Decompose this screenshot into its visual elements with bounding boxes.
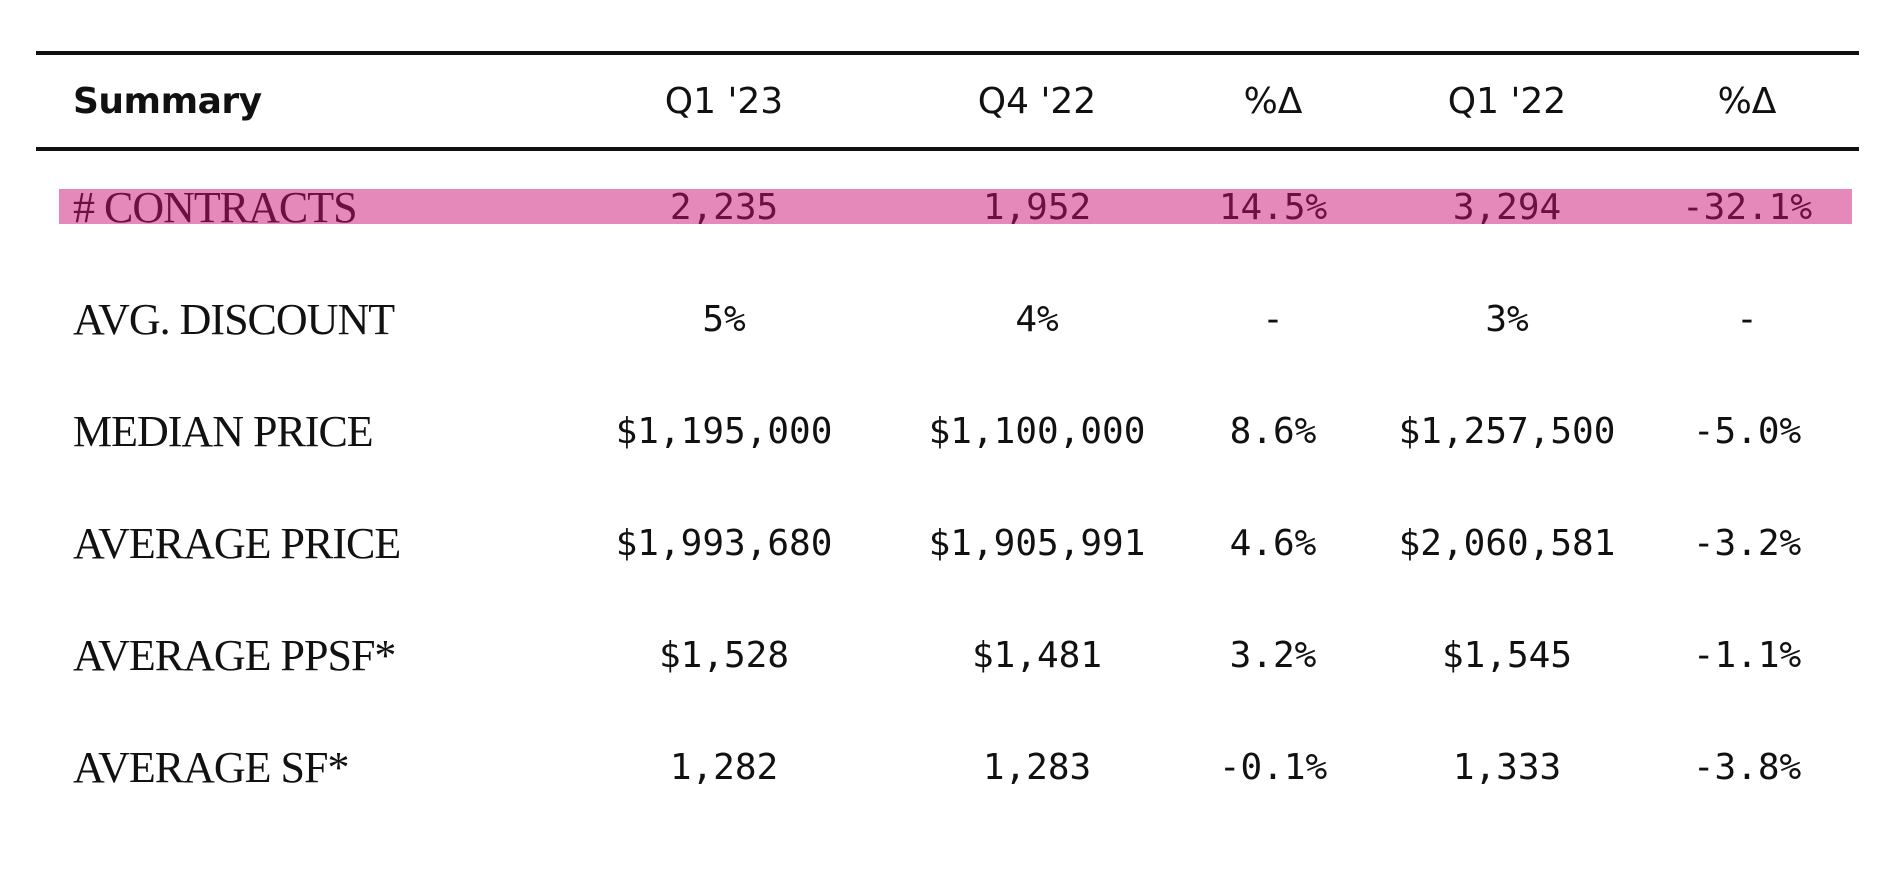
row-label: AVG. DISCOUNT [73, 294, 395, 344]
table-row-avg-discount: AVG. DISCOUNT 5% 4% - 3% - [36, 263, 1859, 375]
cell-q1-22: $1,545 [1441, 634, 1573, 676]
cell-q4-22: 1,283 [982, 746, 1092, 788]
cell-q1-22: $1,257,500 [1398, 410, 1616, 452]
header-summary: Summary [73, 80, 262, 122]
cell-q4-22: 4% [1015, 298, 1059, 340]
cell-pct-change-yoy: -1.1% [1692, 634, 1802, 676]
cell-q1-22: 3% [1485, 298, 1529, 340]
table-row-average-price: AVERAGE PRICE $1,993,680 $1,905,991 4.6%… [36, 487, 1859, 599]
cell-pct-change-yoy: -3.8% [1692, 746, 1802, 788]
cell-q1-23: 2,235 [669, 186, 779, 228]
cell-q1-23: 1,282 [669, 746, 779, 788]
row-label: # CONTRACTS [73, 182, 358, 232]
cell-q1-22: $2,060,581 [1398, 522, 1616, 564]
cell-q1-22: 1,333 [1452, 746, 1562, 788]
row-label: MEDIAN PRICE [73, 406, 374, 456]
cell-q1-23: $1,993,680 [615, 522, 833, 564]
table-row-median-price: MEDIAN PRICE $1,195,000 $1,100,000 8.6% … [36, 375, 1859, 487]
cell-q4-22: $1,100,000 [928, 410, 1146, 452]
cell-q4-22: $1,905,991 [928, 522, 1146, 564]
cell-pct-change-yoy: -5.0% [1692, 410, 1802, 452]
row-label: AVERAGE PRICE [73, 518, 401, 568]
row-highlight-band [59, 189, 1852, 224]
cell-q4-22: 1,952 [982, 186, 1092, 228]
summary-table: Summary Q1 '23 Q4 '22 %Δ Q1 '22 %Δ # CON… [36, 51, 1859, 823]
table-row-average-sf: AVERAGE SF* 1,282 1,283 -0.1% 1,333 -3.8… [36, 711, 1859, 823]
header-q1-23: Q1 '23 [664, 80, 784, 122]
cell-q1-22: 3,294 [1452, 186, 1562, 228]
header-q1-22: Q1 '22 [1447, 80, 1567, 122]
cell-pct-change-yoy: -32.1% [1681, 186, 1813, 228]
cell-pct-change-qoq: 8.6% [1229, 410, 1317, 452]
cell-pct-change-yoy: - [1736, 298, 1758, 340]
row-label: AVERAGE PPSF* [73, 630, 396, 680]
table-header-row: Summary Q1 '23 Q4 '22 %Δ Q1 '22 %Δ [36, 55, 1859, 147]
cell-pct-change-qoq: 3.2% [1229, 634, 1317, 676]
cell-q1-23: $1,195,000 [615, 410, 833, 452]
cell-pct-change-qoq: -0.1% [1218, 746, 1328, 788]
cell-q1-23: $1,528 [658, 634, 790, 676]
header-q4-22: Q4 '22 [977, 80, 1097, 122]
cell-pct-change-qoq: 14.5% [1218, 186, 1328, 228]
table-top-rule [36, 51, 1859, 55]
cell-q1-23: 5% [702, 298, 746, 340]
cell-pct-change-qoq: 4.6% [1229, 522, 1317, 564]
row-label: AVERAGE SF* [73, 742, 349, 792]
cell-pct-change-yoy: -3.2% [1692, 522, 1802, 564]
cell-pct-change-qoq: - [1262, 298, 1284, 340]
cell-q4-22: $1,481 [971, 634, 1103, 676]
header-pct-change-qoq: %Δ [1243, 80, 1303, 122]
table-row-contracts: # CONTRACTS 2,235 1,952 14.5% 3,294 -32.… [36, 151, 1859, 263]
table-row-average-ppsf: AVERAGE PPSF* $1,528 $1,481 3.2% $1,545 … [36, 599, 1859, 711]
table-header-rule [36, 147, 1859, 151]
header-pct-change-yoy: %Δ [1717, 80, 1777, 122]
